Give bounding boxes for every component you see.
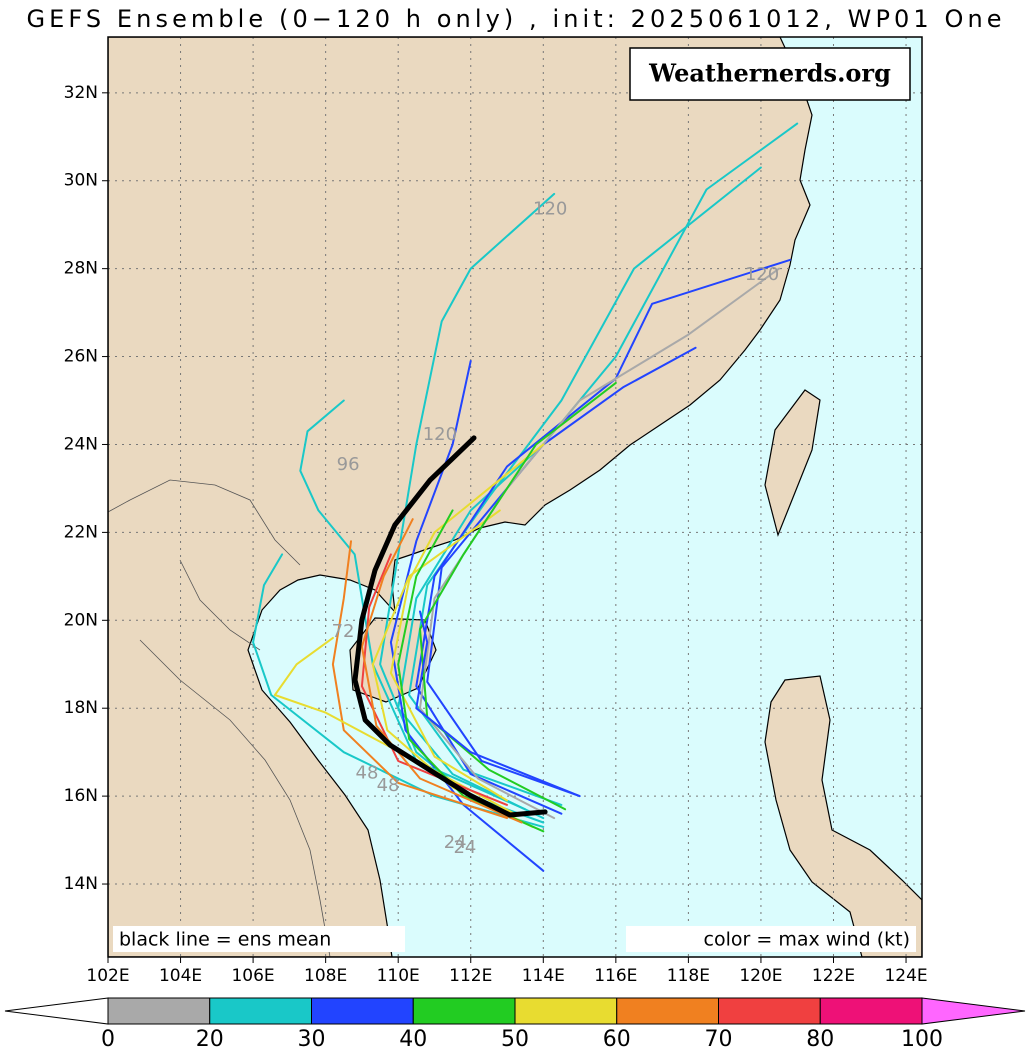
x-tick-label: 104E	[159, 966, 202, 986]
colorbar-segment	[311, 997, 414, 1025]
colorbar-label: 50	[501, 1027, 529, 1052]
mean-track	[352, 435, 548, 818]
y-tick-label: 26N	[64, 347, 98, 367]
colorbar-label: 70	[705, 1027, 733, 1052]
x-tick-label: 108E	[304, 966, 347, 986]
x-tick-label: 118E	[667, 966, 710, 986]
annotation-box	[113, 926, 405, 952]
colorbar-segment	[616, 997, 719, 1025]
y-tick-label: 28N	[64, 259, 98, 279]
y-tick-label: 20N	[64, 610, 98, 630]
hour-label: 72	[332, 621, 355, 642]
colorbar-segment	[209, 997, 312, 1025]
y-tick-label: 24N	[64, 434, 98, 454]
x-tick-label: 122E	[812, 966, 855, 986]
member-track	[331, 540, 508, 820]
colorbar-label: 60	[603, 1027, 631, 1052]
member-track	[299, 399, 527, 811]
colorbar-segment	[718, 997, 821, 1025]
x-tick-label: 124E	[884, 966, 927, 986]
taiwan	[764, 389, 821, 537]
hour-label: 24	[453, 837, 476, 858]
x-tick-label: 114E	[522, 966, 565, 986]
watermark-box	[629, 47, 911, 101]
y-tick-label: 22N	[64, 522, 98, 542]
y-tick-label: 32N	[64, 83, 98, 103]
member-track	[415, 610, 581, 798]
member-track	[252, 553, 545, 828]
y-tick-label: 16N	[64, 786, 98, 806]
x-tick-label: 110E	[377, 966, 420, 986]
axes: 102E 104E 106E 108E 110E 112E 114E 116E 118E 120E…	[64, 83, 928, 986]
hour-label: 120	[745, 264, 779, 285]
member-track	[360, 518, 523, 824]
luzon	[764, 675, 922, 957]
colorbar: 0 20 30 40 50 60 70 80 100	[4, 997, 1026, 1052]
border	[108, 479, 331, 957]
grid	[108, 37, 922, 957]
colorbar-label: 30	[298, 1027, 326, 1052]
colorbar-segment	[514, 997, 618, 1025]
hour-label: 48	[356, 762, 379, 783]
colorbar-label: 20	[196, 1027, 224, 1052]
annotation: black line = ens mean	[119, 929, 331, 951]
x-tick-label: 116E	[594, 966, 637, 986]
hour-label: 24	[444, 832, 467, 853]
member-track	[426, 346, 697, 798]
colorbar-label: 80	[806, 1027, 834, 1052]
map-frame	[107, 36, 923, 958]
hour-label: 48	[377, 775, 400, 796]
colorbar-segment	[412, 997, 516, 1025]
hour-label: 120	[423, 424, 457, 445]
chart-title: GEFS Ensemble (0−120 h only) , init: 202…	[27, 5, 1002, 33]
colorbar-label: 100	[901, 1027, 943, 1052]
annotation-box	[626, 926, 916, 952]
x-tick-label: 120E	[739, 966, 782, 986]
colorbar-segment	[819, 997, 923, 1025]
y-tick-label: 18N	[64, 698, 98, 718]
colorbar-over	[921, 997, 1026, 1025]
watermark: Weathernerds.org	[648, 59, 891, 88]
colorbar-segment	[107, 997, 211, 1025]
member-track	[397, 122, 799, 820]
member-track	[389, 443, 545, 802]
colorbar-under	[4, 997, 109, 1025]
x-tick-label: 102E	[86, 966, 129, 986]
colorbar-label: 40	[399, 1027, 427, 1052]
x-tick-label: 106E	[231, 966, 274, 986]
member-track	[419, 381, 617, 811]
annotation: color = max wind (kt)	[704, 929, 910, 951]
hour-label: 96	[337, 454, 360, 475]
x-tick-label: 112E	[449, 966, 492, 986]
y-tick-label: 30N	[64, 171, 98, 191]
colorbar-label: 0	[101, 1027, 115, 1052]
hour-label: 120	[533, 199, 567, 220]
y-tick-label: 14N	[64, 874, 98, 894]
member-track	[397, 509, 545, 833]
